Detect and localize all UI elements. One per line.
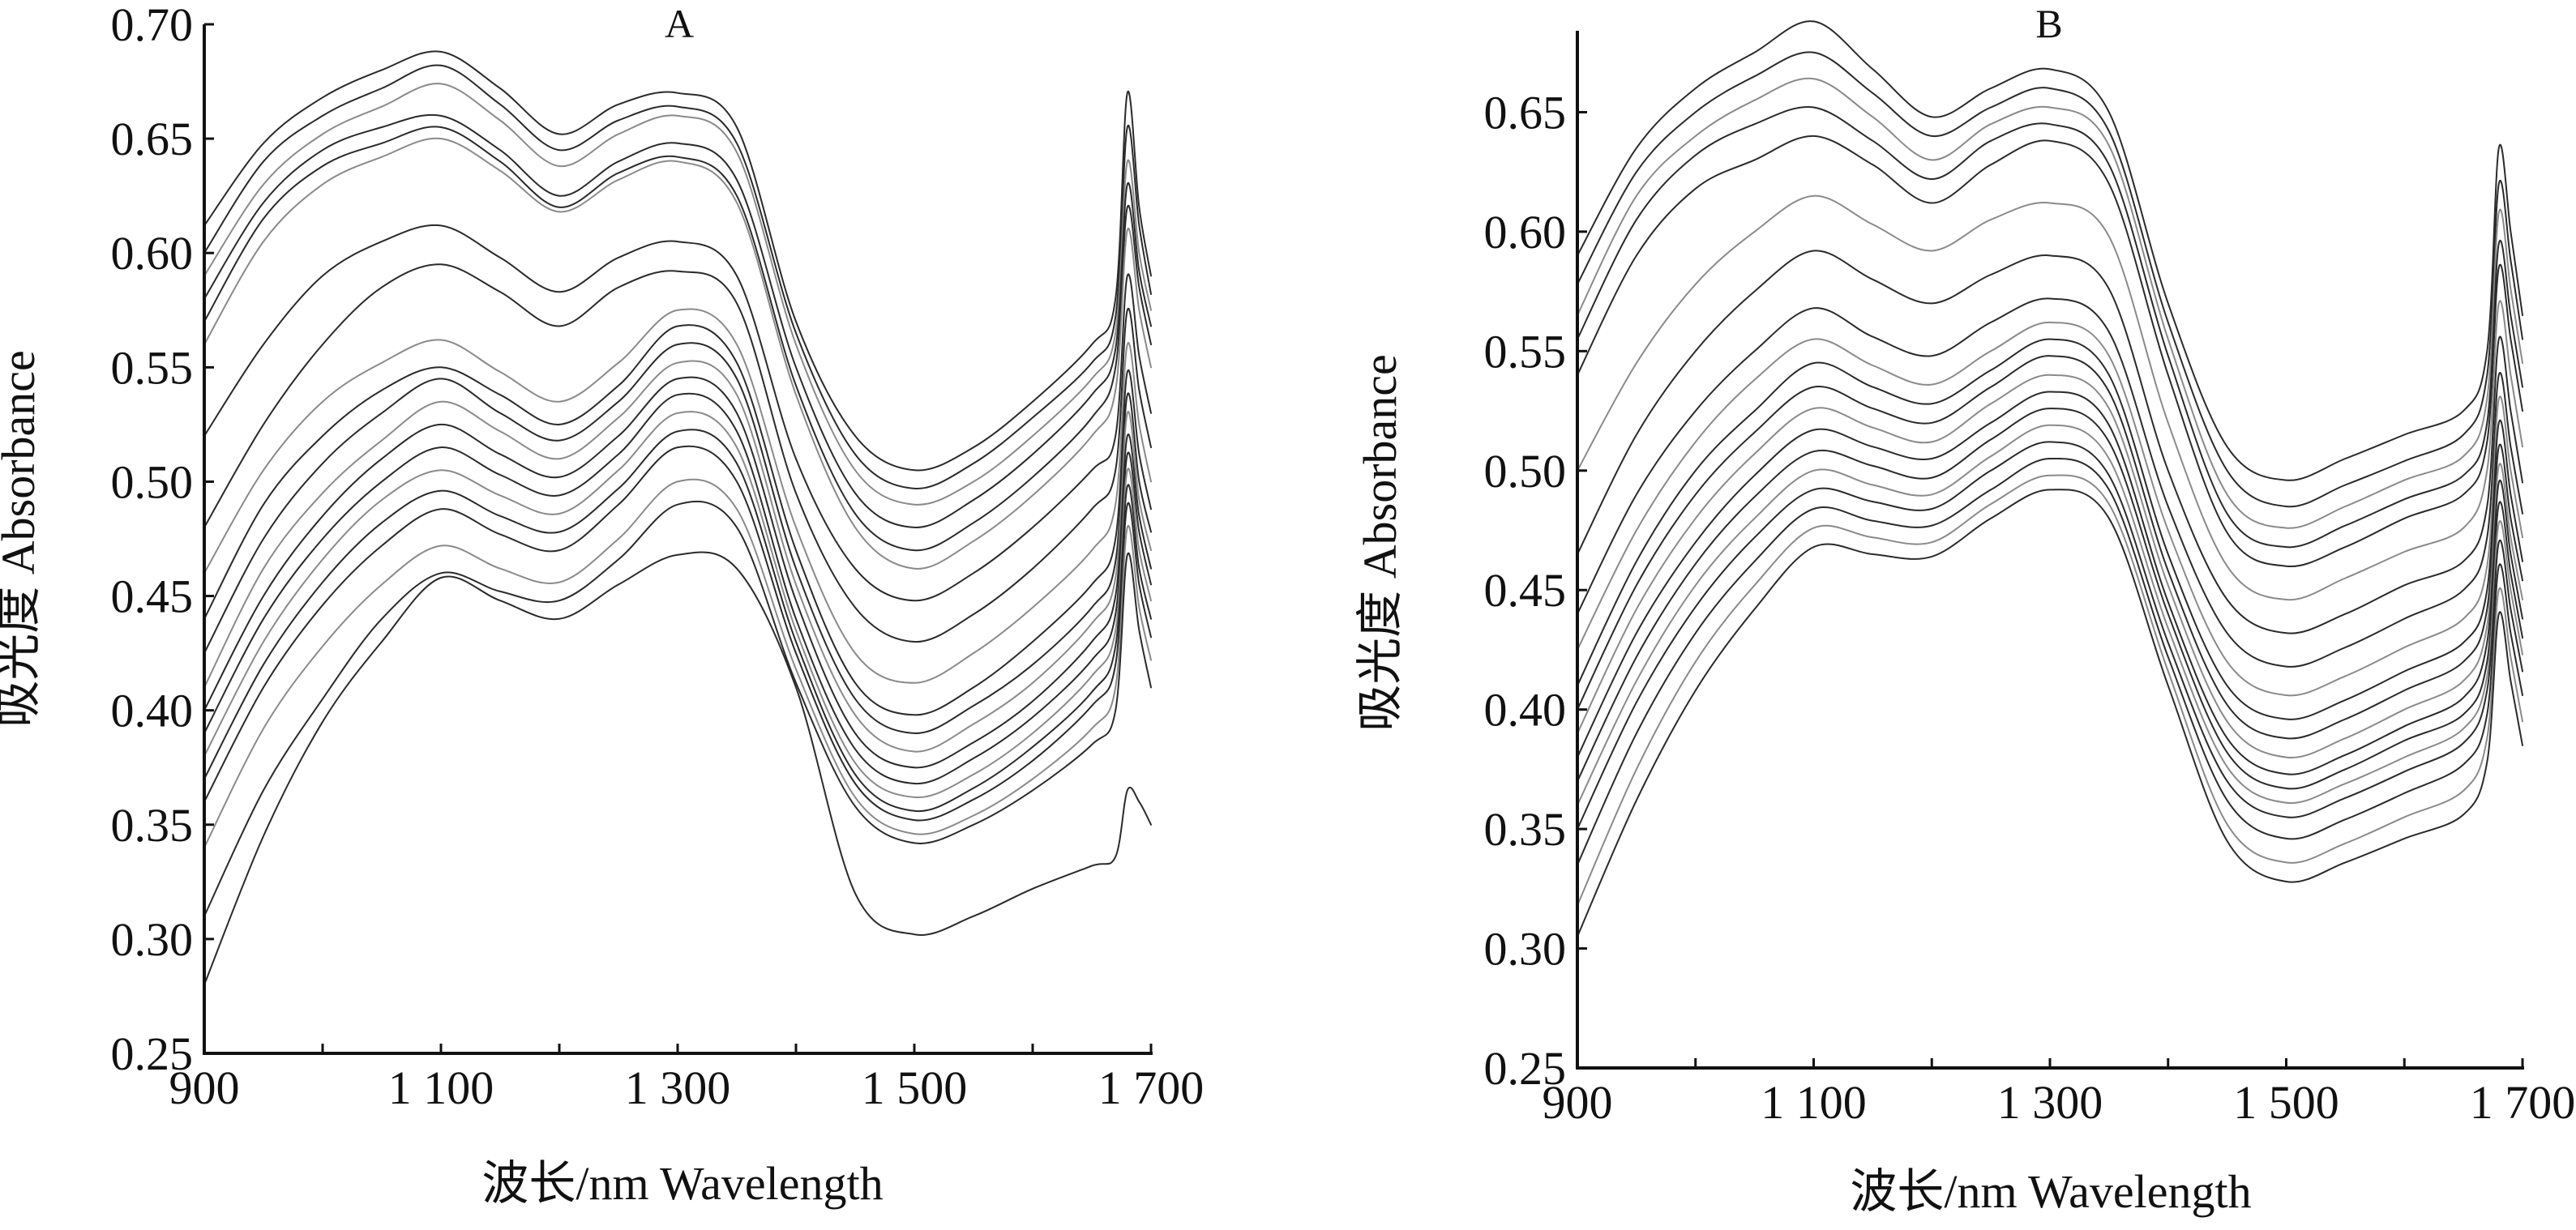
panel-b-series-line-s18	[1577, 474, 2523, 907]
panel-b-x-tick-label: 1 500	[2233, 1076, 2339, 1129]
panel-b-y-tick-label: 0.40	[1484, 684, 1567, 737]
panel-b-y-axis-title: 吸光度 Absorbance	[1354, 354, 1406, 732]
panel-a-y-tick-label: 0.35	[111, 799, 194, 852]
panel-b-series-line-s02	[1577, 51, 2523, 508]
panel-b-y-tick-label: 0.45	[1484, 564, 1567, 617]
panel-b-series-line-s05	[1577, 135, 2523, 568]
panel-b-series-line-s06	[1577, 194, 2523, 601]
panel-a-series-line-s17	[203, 445, 1152, 822]
panel-b-y-tick-label: 0.35	[1484, 803, 1567, 856]
panel-b-series-line-s15	[1577, 424, 2523, 806]
panel-b-y-ticks: 0.25 0.30 0.35 0.40 0.45 0.50 0.55 0.60 0.65	[1484, 86, 1587, 1095]
panel-b: B 0.25 0.30 0.35 0.40 0.45 0.50 0.55 0.60 0.65 9…	[1354, 1, 2575, 1218]
panel-a-series	[203, 50, 1152, 986]
panel-a-x-tick-label: 1 100	[388, 1061, 494, 1114]
panel-a-y-tick-label: 0.50	[111, 455, 194, 508]
panel-a-series-line-s11	[203, 342, 1152, 734]
panel-b-y-tick-label: 0.55	[1484, 325, 1567, 378]
panel-b-x-ticks: 900 1 100 1 300 1 500 1 700	[1543, 1058, 2576, 1129]
panel-b-series-line-s04	[1577, 105, 2523, 549]
panel-a-series-line-s19	[203, 500, 1152, 917]
panel-b-series-line-s12	[1577, 374, 2523, 759]
panel-a-x-ticks: 900 1 100 1 300 1 500 1 700	[169, 1044, 1205, 1114]
panel-a-series-line-s20	[203, 551, 1152, 986]
panel-b-title: B	[2035, 1, 2062, 46]
panel-a-y-axis-title: 吸光度 Absorbance	[0, 350, 45, 728]
panel-a-y-ticks: 0.25 0.30 0.35 0.40 0.45 0.50 0.55 0.60 0.65 0.70	[111, 0, 214, 1080]
panel-a-series-line-s02	[203, 64, 1152, 489]
panel-b-series-line-s03	[1577, 77, 2523, 529]
panel-a-y-tick-label: 0.65	[111, 113, 194, 165]
panel-a-x-tick-label: 1 700	[1098, 1061, 1205, 1114]
panel-a-series-line-s12	[203, 360, 1152, 753]
panel-b-series-line-s08	[1577, 297, 2523, 668]
panel-b-series-line-s14	[1577, 408, 2523, 790]
panel-b-x-axis-title: 波长/nm Wavelength	[1850, 1165, 2251, 1218]
panel-a-series-line-s15	[203, 411, 1152, 799]
panel-a-series-line-s06	[203, 137, 1152, 570]
panel-b-series-line-s11	[1577, 355, 2523, 740]
panel-a-series-line-s03	[203, 83, 1152, 506]
panel-b-x-tick-label: 1 700	[2470, 1076, 2576, 1129]
panel-a-series-line-s09	[203, 308, 1152, 684]
panel-b-series-line-s16	[1577, 441, 2523, 831]
panel-a-title: A	[665, 1, 694, 46]
panel-a-y-tick-label: 0.40	[111, 685, 194, 737]
panel-b-series-line-s01	[1577, 20, 2523, 481]
panel-a-series-line-s18	[203, 478, 1152, 848]
panel-a-y-tick-label: 0.25	[111, 1027, 194, 1080]
panel-a-y-tick-label: 0.55	[111, 341, 194, 394]
panel-b-x-tick-label: 900	[1543, 1076, 1613, 1129]
panel-b-x-tick-label: 1 300	[1997, 1076, 2103, 1129]
panel-b-series-line-s09	[1577, 321, 2523, 697]
panel-a: A 0.250.300.350.400.450.500.550.600.650.…	[0, 0, 1204, 1210]
panel-a-series-line-s01	[203, 50, 1152, 472]
panel-b-x-tick-label: 1 100	[1761, 1076, 1867, 1129]
panel-a-x-tick-label: 900	[169, 1061, 240, 1114]
panel-b-series-line-s19	[1577, 489, 2523, 937]
panel-b-y-tick-label: 0.60	[1484, 206, 1567, 258]
panel-b-series-line-s10	[1577, 338, 2523, 720]
panel-b-series-line-s07	[1577, 250, 2523, 634]
panel-a-x-tick-label: 1 500	[862, 1061, 968, 1114]
panel-a-x-tick-label: 1 300	[625, 1061, 731, 1114]
panel-a-x-axis-title: 波长/nm Wavelength	[481, 1157, 883, 1210]
panel-a-series-line-s14	[203, 392, 1152, 785]
panel-a-y-tick-label: 0.30	[111, 913, 194, 966]
panel-b-series-line-s17	[1577, 457, 2523, 866]
panel-a-series-line-s10	[203, 323, 1152, 716]
panel-a-series-line-s13	[203, 376, 1152, 769]
panel-a-y-tick-label: 0.70	[111, 0, 194, 51]
panel-a-series-line-s04	[203, 113, 1152, 528]
panel-b-series	[1577, 20, 2523, 937]
panel-b-y-tick-label: 0.25	[1484, 1042, 1567, 1095]
panel-b-series-line-s13	[1577, 391, 2523, 775]
panel-a-series-line-s16	[203, 429, 1152, 813]
panel-a-series-line-s07	[203, 224, 1152, 602]
panel-a-series-line-s05	[203, 126, 1152, 552]
panel-a-y-tick-label: 0.45	[111, 570, 194, 623]
panel-b-y-tick-label: 0.65	[1484, 86, 1567, 139]
panel-b-y-tick-label: 0.30	[1484, 923, 1567, 976]
panel-a-series-line-s08	[203, 263, 1152, 643]
panel-a-y-tick-label: 0.60	[111, 227, 194, 280]
panel-b-y-tick-label: 0.50	[1484, 445, 1567, 498]
